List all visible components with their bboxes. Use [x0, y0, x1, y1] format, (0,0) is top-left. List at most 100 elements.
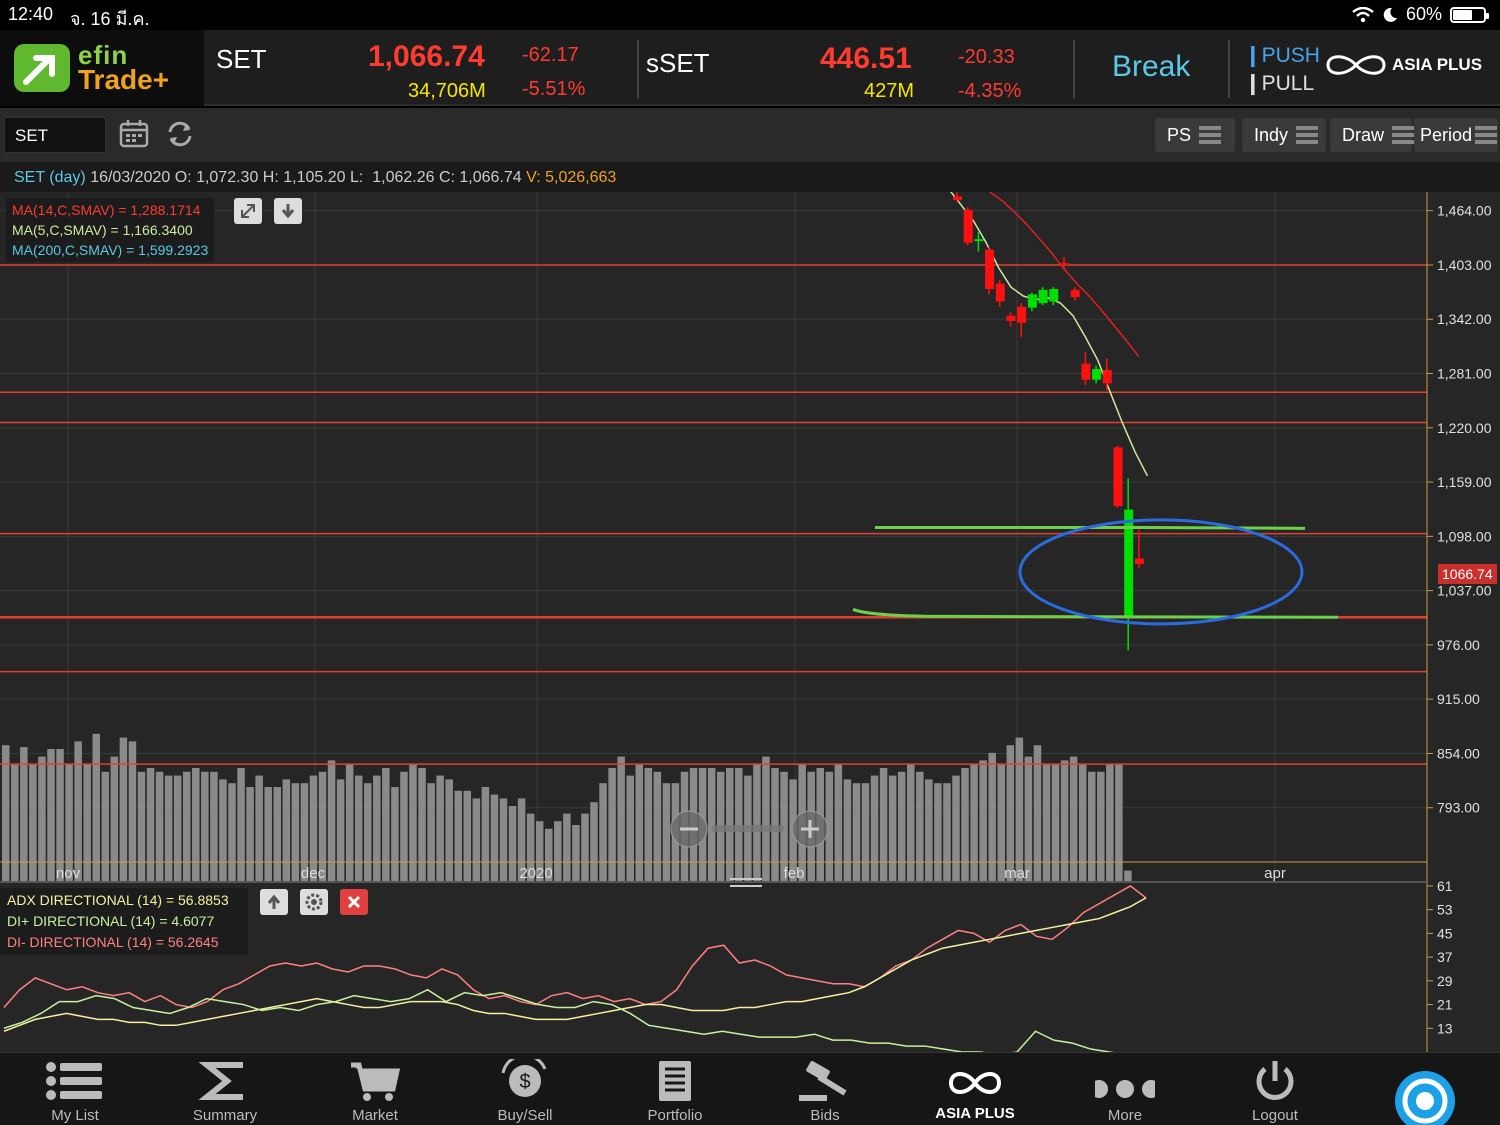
volume-bar	[1124, 870, 1132, 882]
volume-bar	[237, 768, 245, 882]
volume-bar	[246, 787, 254, 882]
ma14-line	[989, 192, 1140, 358]
volume-bar	[1033, 745, 1042, 882]
tab-bids[interactable]: Bids	[750, 1053, 900, 1125]
quote-set-change: -62.17	[522, 44, 579, 66]
y-tick-label: 1,281.00	[1437, 366, 1492, 382]
volume-bar	[590, 802, 598, 882]
volume-bar	[1006, 745, 1015, 882]
volume-bar	[83, 764, 91, 882]
volume-bar	[1069, 756, 1078, 882]
list-icon	[46, 1062, 102, 1100]
volume-bar	[988, 752, 996, 882]
candle-body	[1060, 263, 1069, 266]
push-label[interactable]: ❙PUSH	[1244, 44, 1320, 67]
tab-asia-plus[interactable]: ASIA PLUS	[900, 1053, 1050, 1125]
volume-bar	[608, 768, 616, 882]
volume-bar	[119, 737, 128, 882]
quote-set-change-pct: -5.51%	[522, 78, 586, 100]
volume-bar	[192, 768, 200, 882]
candle-body	[1017, 306, 1027, 323]
y-tick-label: 976.00	[1437, 637, 1480, 653]
volume-bar	[128, 741, 137, 882]
bottom-tab-bar: My List Summary Market $ Buy/Sell Portfo…	[0, 1052, 1500, 1125]
volume-bar	[907, 764, 915, 882]
last-price-tag: 1066.74	[1438, 564, 1497, 584]
period-button[interactable]: Period	[1414, 118, 1498, 152]
ohlc-high: 1,105.20	[283, 169, 346, 186]
y-tick-label: 1,098.00	[1437, 528, 1492, 544]
volume-bar	[490, 794, 499, 882]
tab-summary[interactable]: Summary	[150, 1053, 300, 1125]
volume-bar	[29, 764, 37, 882]
volume-bar	[201, 771, 209, 882]
adx-y-tick-label: 53	[1437, 902, 1453, 918]
volume-bar	[345, 764, 354, 882]
y-tick-label: 1,464.00	[1437, 203, 1492, 219]
candle-body	[1134, 558, 1144, 564]
quote-bar: efin Trade+ SET 1,066.74 34,706M -62.17 …	[0, 30, 1500, 106]
status-date: จ. 16 มี.ค.	[70, 9, 150, 29]
volume-bar	[327, 760, 336, 882]
tab-logout[interactable]: Logout	[1200, 1053, 1350, 1125]
volume-bar	[92, 733, 100, 882]
draw-button[interactable]: Draw	[1330, 118, 1415, 152]
power-icon	[1256, 1061, 1294, 1100]
quote-sset-change-pct: -4.35%	[958, 80, 1022, 102]
tab-market[interactable]: Market	[300, 1053, 450, 1125]
volume-bar	[653, 771, 662, 882]
download-button[interactable]	[274, 198, 302, 224]
volume-bar	[635, 764, 643, 882]
volume-bar	[563, 813, 571, 882]
volume-bar	[210, 771, 218, 882]
volume-bar	[626, 775, 634, 882]
quote-sset-name[interactable]: sSET	[646, 48, 710, 78]
volume-bar	[535, 821, 544, 882]
quote-divider	[1228, 40, 1230, 98]
tab-my-list[interactable]: My List	[0, 1053, 150, 1125]
calendar-icon[interactable]	[118, 118, 150, 150]
volume-bar	[56, 749, 64, 882]
chart-background	[0, 192, 1500, 1052]
ohlc-symbol: SET (day)	[14, 169, 86, 186]
volume-bar	[1088, 771, 1096, 882]
ma-legend: MA(14,C,SMAV) = 1,288.1714 MA(5,C,SMAV) …	[6, 198, 215, 262]
volume-bar	[318, 771, 327, 882]
volume-bar	[1024, 756, 1033, 882]
indy-button[interactable]: Indy	[1242, 118, 1326, 152]
efin-logo: efin Trade+	[0, 30, 204, 106]
indicator-close-button[interactable]	[340, 889, 368, 915]
volume-bar	[834, 764, 843, 882]
volume-bar	[146, 768, 155, 882]
volume-bar	[382, 768, 390, 882]
chart-area[interactable]: 1,464.00 1,403.00 1,342.00 1,281.00 1,220.00…	[0, 192, 1500, 1052]
indicator-up-button[interactable]	[260, 889, 288, 915]
refresh-icon[interactable]	[164, 118, 196, 150]
assistant-fab-icon[interactable]	[1390, 1061, 1460, 1125]
ps-button[interactable]: PS	[1155, 118, 1235, 152]
volume-bar	[373, 775, 381, 882]
indicator-settings-button[interactable]	[300, 889, 328, 915]
pull-label[interactable]: ❙PULL	[1244, 72, 1315, 95]
y-tick-label: 1,220.00	[1437, 420, 1492, 436]
ohlc-low: 1,062.26	[372, 169, 435, 186]
volume-bar	[1078, 764, 1087, 882]
gear-icon	[305, 893, 323, 911]
efin-logo-icon	[14, 44, 70, 92]
tab-portfolio[interactable]: Portfolio	[600, 1053, 750, 1125]
buy-sell-icon: $	[501, 1059, 547, 1097]
volume-bar	[282, 779, 291, 882]
tab-more[interactable]: More	[1050, 1053, 1200, 1125]
push-pull-toggle[interactable]: ❙PUSH ❙PULL	[1244, 42, 1320, 98]
quote-set-name[interactable]: SET	[216, 44, 267, 74]
volume-bar	[979, 760, 987, 882]
candle-body	[1070, 289, 1080, 297]
volume-bar	[943, 783, 951, 882]
symbol-input[interactable]: SET	[4, 117, 106, 153]
legend-ma14: MA(14,C,SMAV) = 1,288.1714	[12, 202, 201, 218]
price-chart[interactable]: 1,464.00 1,403.00 1,342.00 1,281.00 1,220.00…	[0, 192, 1500, 1052]
x-tick-label: mar	[1004, 865, 1030, 882]
tab-buy-sell[interactable]: $ Buy/Sell	[450, 1053, 600, 1125]
expand-button[interactable]	[234, 198, 262, 224]
zoom-slider	[712, 825, 784, 832]
